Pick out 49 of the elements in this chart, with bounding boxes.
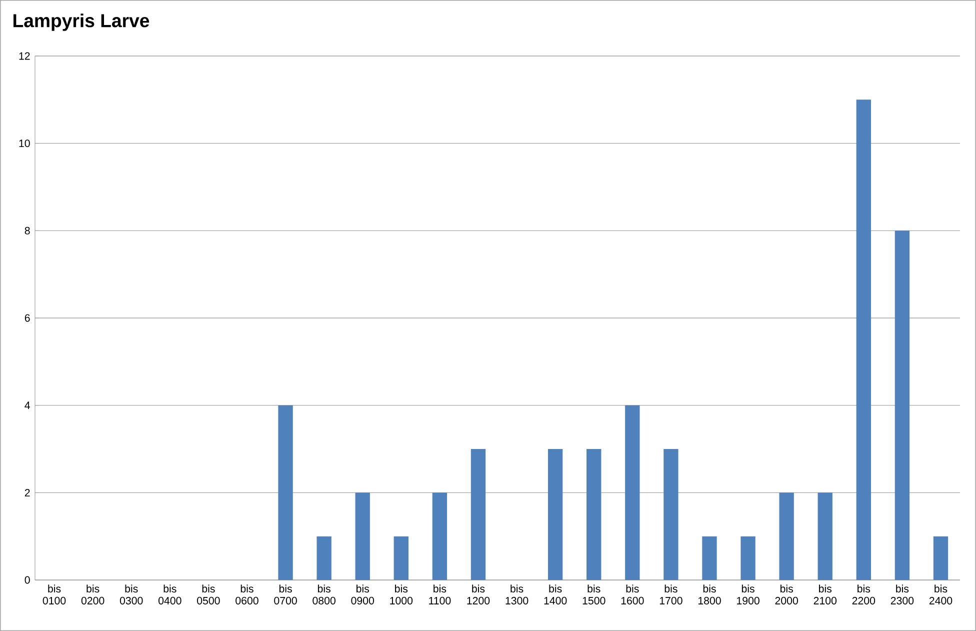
x-tick-label: bis 0500 [197,584,220,604]
x-tick-label: bis 1000 [390,584,413,604]
bar [432,492,448,580]
bar [856,100,871,580]
x-tick-label: bis 2100 [814,584,837,604]
x-tick-label: bis 2300 [890,584,914,604]
bar [316,536,332,580]
y-tick-label: 0 [24,576,30,584]
x-tick-label: bis 1200 [467,584,490,604]
bar [702,536,717,580]
x-tick-label: bis 2000 [775,584,798,604]
bar [664,449,678,580]
bar [933,536,948,580]
x-tick-label: bis 0300 [120,584,143,604]
bar [740,536,756,580]
x-tick-label: bis 0400 [158,584,182,604]
x-tick-label: bis 2400 [929,584,952,604]
x-tick-label: bis 0900 [351,584,374,604]
x-tick-label: bis 0200 [81,584,104,604]
bar [355,492,370,580]
x-tick-label: bis 1700 [660,584,682,604]
x-tick-label: bis 1100 [429,584,451,604]
y-tick-label: 10 [19,140,30,148]
x-tick-label: bis 1500 [582,584,606,604]
bar [818,492,832,580]
chart-title: Lampyris Larve [14,14,150,31]
x-tick-label: bis 0100 [42,584,66,604]
y-tick-label: 4 [24,402,30,409]
y-tick-label: 6 [24,314,30,322]
y-tick-label: 2 [24,488,30,496]
bar [548,449,563,580]
x-tick-label: bis 0600 [236,584,258,604]
bar [625,405,640,580]
bar [586,449,602,580]
bar [470,449,486,580]
x-tick-label: bis 0700 [274,584,297,604]
bar [779,492,794,580]
x-tick-label: bis 1800 [698,584,721,604]
x-tick-label: bis 1400 [544,584,567,604]
bar [394,536,408,580]
x-tick-label: bis 1900 [737,584,760,604]
bar [894,230,910,580]
x-tick-label: bis 2200 [852,584,876,604]
bar [278,405,293,580]
y-tick-label: 12 [19,52,30,60]
x-tick-label: bis 0800 [312,584,336,604]
x-tick-label: bis 1600 [621,584,644,604]
x-tick-label: bis 1300 [506,584,528,604]
y-tick-label: 8 [24,226,30,234]
